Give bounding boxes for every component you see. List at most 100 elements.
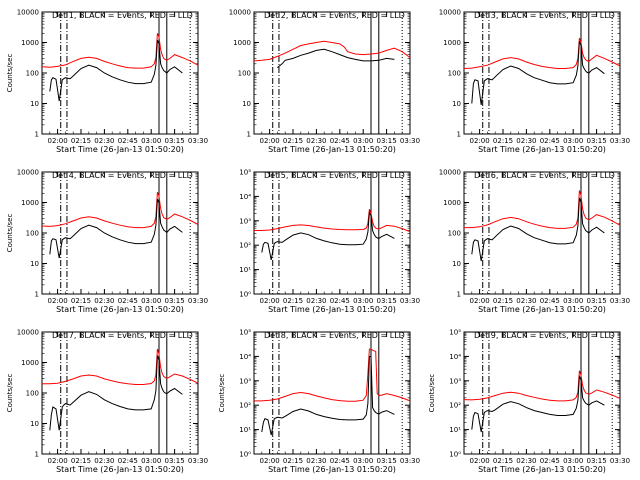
y-tick-label: 10: [30, 260, 39, 268]
x-tick-label: 03:15: [165, 137, 185, 145]
plot-frame: [253, 331, 411, 455]
panel-title: Det 4, BLACK = Events, RED = LLD: [52, 171, 193, 180]
y-tick-label: 10: [452, 100, 461, 108]
plot-frame: [41, 11, 199, 135]
x-tick-label: 02:15: [283, 297, 303, 305]
series-line-lld: [41, 33, 199, 69]
x-tick-label: 03:30: [610, 457, 630, 465]
x-tick-label: 02:15: [71, 297, 91, 305]
x-tick-label: 03:00: [353, 457, 373, 465]
y-tick-label: 10: [242, 100, 251, 108]
y-tick-label: 10²: [449, 402, 461, 410]
panel-title: Det 2, BLACK = Events, RED = LLD: [264, 11, 405, 20]
x-tick-label: 03:30: [400, 137, 420, 145]
x-axis-label: Start Time (26-Jan-13 01:50:20): [478, 145, 606, 154]
series-line-lld: [463, 370, 621, 402]
x-tick-label: 02:15: [71, 457, 91, 465]
x-tick-label: 02:00: [470, 457, 490, 465]
y-tick-label: 10³: [239, 217, 251, 225]
series-line-events: [49, 198, 183, 259]
x-axis-label: Start Time (26-Jan-13 01:50:20): [56, 465, 184, 474]
series-line-lld: [254, 209, 411, 233]
y-tick-label: 10⁴: [239, 353, 251, 361]
y-tick-label: 1: [457, 291, 461, 299]
series-line-lld: [42, 348, 199, 385]
y-tick-label: 10000: [439, 169, 461, 177]
x-tick-label: 02:30: [94, 457, 114, 465]
series-line-lld: [463, 37, 621, 69]
y-tick-label: 100: [26, 390, 39, 398]
x-tick-label: 03:30: [188, 137, 208, 145]
y-tick-label: 10³: [239, 377, 251, 385]
plot-frame: [463, 11, 621, 135]
x-tick-label: 02:30: [306, 137, 326, 145]
x-axis-label: Start Time (26-Jan-13 01:50:20): [268, 465, 396, 474]
x-tick-label: 03:00: [353, 297, 373, 305]
x-tick-label: 02:15: [71, 137, 91, 145]
x-tick-label: 03:15: [587, 297, 607, 305]
y-tick-label: 1000: [21, 359, 39, 367]
panel-title: Det 6, BLACK = Events, RED = LLD: [474, 171, 615, 180]
x-tick-label: 02:00: [470, 137, 490, 145]
x-tick-label: 02:45: [330, 457, 350, 465]
y-tick-label: 10⁰: [239, 291, 251, 299]
x-axis-label: Start Time (26-Jan-13 01:50:20): [56, 145, 184, 154]
series-line-events: [471, 374, 605, 433]
x-tick-label: 02:30: [306, 297, 326, 305]
panel-det-4: 1 10 100 1000 10000 02:00 02:15 02:30 02:45 03:00…: [6, 169, 208, 315]
y-tick-label: 10: [452, 260, 461, 268]
x-tick-label: 03:00: [141, 297, 161, 305]
y-tick-label: 10000: [229, 9, 251, 17]
panel-title: Det 1, BLACK = Events, RED = LLD: [52, 11, 193, 20]
plot-frame: [41, 331, 199, 455]
x-tick-label: 02:30: [516, 137, 536, 145]
y-tick-label: 10⁰: [449, 451, 461, 459]
x-tick-label: 02:00: [48, 457, 68, 465]
y-tick-label: 10000: [17, 9, 39, 17]
series-line-events: [261, 210, 395, 260]
series-line-events: [49, 39, 183, 102]
y-axis-label: Counts/sec: [428, 374, 436, 413]
y-tick-label: 1: [35, 131, 39, 139]
x-tick-label: 02:00: [48, 137, 68, 145]
x-tick-label: 02:30: [516, 297, 536, 305]
plot-frame: [253, 171, 411, 295]
y-tick-label: 10⁵: [239, 329, 251, 337]
y-axis-label: Counts/sec: [218, 374, 226, 413]
x-tick-label: 02:45: [540, 297, 560, 305]
x-tick-label: 03:15: [165, 297, 185, 305]
x-tick-label: 02:00: [48, 297, 68, 305]
y-tick-label: 10²: [239, 242, 251, 250]
plot-frame: [463, 171, 621, 295]
y-tick-label: 10000: [17, 169, 39, 177]
series-line-lld: [254, 348, 411, 402]
y-tick-label: 10⁵: [449, 329, 461, 337]
y-axis-label: Counts/sec: [6, 214, 14, 253]
panel-det-3: 1 10 100 1000 10000 02:00 02:15 02:30 02:45 03:00…: [439, 9, 630, 155]
panel-title: Det 8, BLACK = Events, RED = LLD: [264, 331, 405, 340]
panel-title: Det 7, BLACK = Events, RED = LLD: [52, 331, 193, 340]
y-tick-label: 10¹: [449, 426, 461, 434]
series-line-lld: [41, 191, 199, 229]
x-axis-label: Start Time (26-Jan-13 01:50:20): [268, 305, 396, 314]
x-tick-label: 02:45: [118, 457, 138, 465]
y-tick-label: 10¹: [239, 426, 251, 434]
y-tick-label: 100: [448, 70, 461, 78]
x-axis-label: Start Time (26-Jan-13 01:50:20): [478, 465, 606, 474]
series-line-events: [277, 48, 395, 68]
x-tick-label: 02:00: [470, 297, 490, 305]
y-tick-label: 1: [35, 451, 39, 459]
x-tick-label: 03:30: [400, 457, 420, 465]
y-tick-label: 10²: [239, 402, 251, 410]
x-tick-label: 03:30: [610, 137, 630, 145]
x-tick-label: 02:30: [94, 137, 114, 145]
panel-det-2: 1 10 100 1000 10000 02:00 02:15 02:30 02:45 03:00…: [229, 9, 420, 155]
x-axis-label: Start Time (26-Jan-13 01:50:20): [268, 145, 396, 154]
panel-det-1: 1 10 100 1000 10000 02:00 02:15 02:30 02:45 03:00…: [6, 9, 208, 155]
y-tick-label: 1000: [21, 199, 39, 207]
x-axis-label: Start Time (26-Jan-13 01:50:20): [56, 305, 184, 314]
x-tick-label: 02:00: [260, 457, 280, 465]
y-axis-label: Counts/sec: [6, 54, 14, 93]
